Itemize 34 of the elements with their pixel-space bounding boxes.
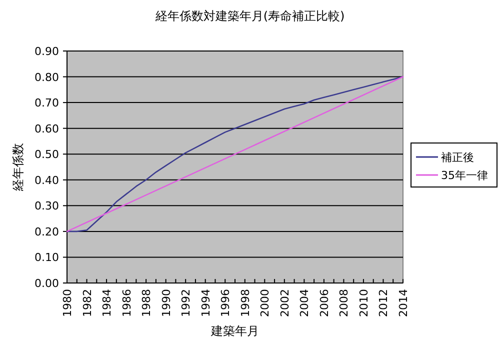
- x-tick-label: 2010: [357, 289, 370, 317]
- x-tick-label: 1980: [61, 289, 74, 317]
- x-tick-label: 1988: [140, 289, 154, 317]
- x-tick-label: 2000: [258, 289, 272, 317]
- x-tick-label: 1992: [180, 289, 193, 317]
- x-tick-label: 2006: [318, 289, 331, 317]
- y-tick-label: 0.20: [34, 225, 59, 238]
- x-tick-label: 1994: [199, 289, 212, 317]
- y-tick-label: 0.40: [34, 174, 59, 187]
- y-tick-label: 0.80: [34, 70, 59, 84]
- y-tick-label: 0.50: [34, 148, 59, 162]
- x-tick-label: 1998: [238, 289, 252, 317]
- x-tick-label: 2012: [377, 289, 390, 317]
- y-tick-label: 0.90: [34, 45, 59, 58]
- x-tick-label: 1986: [120, 289, 134, 317]
- x-tick-label: 1984: [100, 289, 114, 317]
- y-tick-label: 0.00: [34, 277, 59, 290]
- x-tick-label: 2004: [298, 289, 312, 317]
- x-tick-label: 2002: [278, 289, 292, 317]
- x-tick-label: 1982: [80, 289, 94, 317]
- x-axis-title: 建築年月: [210, 324, 259, 338]
- y-axis-title: 経年係数: [11, 143, 25, 192]
- chart-title: 経年係数対建築年月(寿命補正比較): [154, 9, 345, 23]
- line-series: [66, 76, 404, 232]
- x-tick-label: 1990: [160, 289, 173, 317]
- x-tick-label: 2008: [338, 289, 351, 317]
- y-tick-label: 0.10: [34, 251, 59, 264]
- legend-label: 補正後: [441, 151, 474, 164]
- legend-label: 35年一律: [441, 169, 488, 182]
- y-tick-label: 0.30: [34, 200, 59, 213]
- y-tick-label: 0.70: [34, 96, 59, 110]
- x-tick-label: 2014: [397, 289, 410, 317]
- x-tick-label: 1996: [219, 289, 232, 317]
- y-tick-label: 0.60: [34, 122, 59, 136]
